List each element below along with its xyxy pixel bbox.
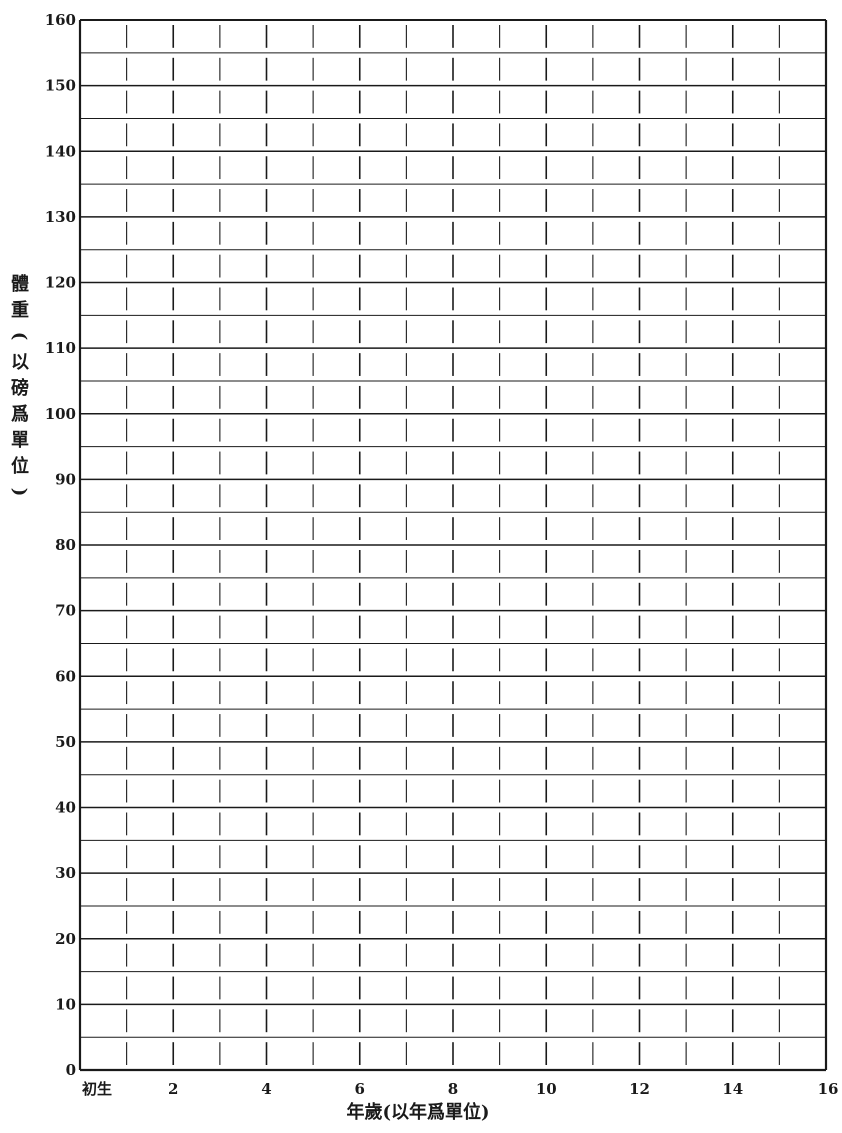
- y-tick-label: 0: [66, 1061, 76, 1079]
- x-tick-label: 10: [536, 1080, 557, 1098]
- vertical-gridlines: [126, 25, 780, 1065]
- y-axis-title-char: 單: [11, 430, 29, 451]
- y-tick-label: 60: [55, 667, 76, 685]
- y-tick-label: 10: [55, 995, 76, 1013]
- y-axis-title-char: 以: [11, 352, 29, 373]
- x-tick-labels: 初生 2 4 6 8 10 12 14 16: [82, 1080, 838, 1098]
- x-axis-title: 年歲(以年爲單位): [346, 1101, 489, 1123]
- y-axis-title-char: 爲: [11, 404, 29, 425]
- y-axis-title-char: 位: [11, 455, 29, 477]
- y-tick-label: 80: [55, 536, 76, 554]
- y-axis-title-char: 體: [11, 274, 29, 295]
- y-tick-label: 120: [45, 274, 76, 292]
- y-tick-label: 110: [45, 339, 76, 357]
- x-tick-label: 12: [629, 1080, 650, 1098]
- x-tick-label: 14: [722, 1080, 743, 1098]
- y-tick-label: 70: [55, 602, 76, 620]
- x-tick-label: 6: [355, 1080, 365, 1098]
- y-axis-title-char: 磅: [11, 377, 29, 399]
- plot-frame: [78, 19, 828, 1072]
- y-axis-title-char: ): [9, 488, 30, 497]
- y-tick-label: 50: [55, 733, 76, 751]
- y-axis-title-char: (: [9, 332, 30, 341]
- x-tick-label: 初生: [82, 1080, 112, 1098]
- y-tick-label: 20: [55, 930, 76, 948]
- y-tick-label: 160: [45, 11, 76, 29]
- y-tick-label: 150: [45, 77, 76, 95]
- y-tick-label: 140: [45, 142, 76, 160]
- x-tick-label: 2: [168, 1080, 178, 1098]
- minor-horizontal-gridlines: [80, 52, 826, 1038]
- major-horizontal-gridlines: [80, 84, 826, 1006]
- y-tick-label: 30: [55, 864, 76, 882]
- y-tick-label: 130: [45, 208, 76, 226]
- x-tick-label: 16: [818, 1080, 839, 1098]
- y-tick-labels: 0 10 20 30 40 50 60 70 80 90 100 110 120 130 140 150 160: [45, 11, 76, 1079]
- y-axis-title-char: 重: [11, 299, 29, 321]
- x-tick-label: 8: [448, 1080, 458, 1098]
- y-tick-label: 100: [45, 405, 76, 423]
- y-tick-label: 90: [55, 470, 76, 488]
- y-tick-label: 40: [55, 799, 76, 817]
- x-tick-label: 4: [261, 1080, 271, 1098]
